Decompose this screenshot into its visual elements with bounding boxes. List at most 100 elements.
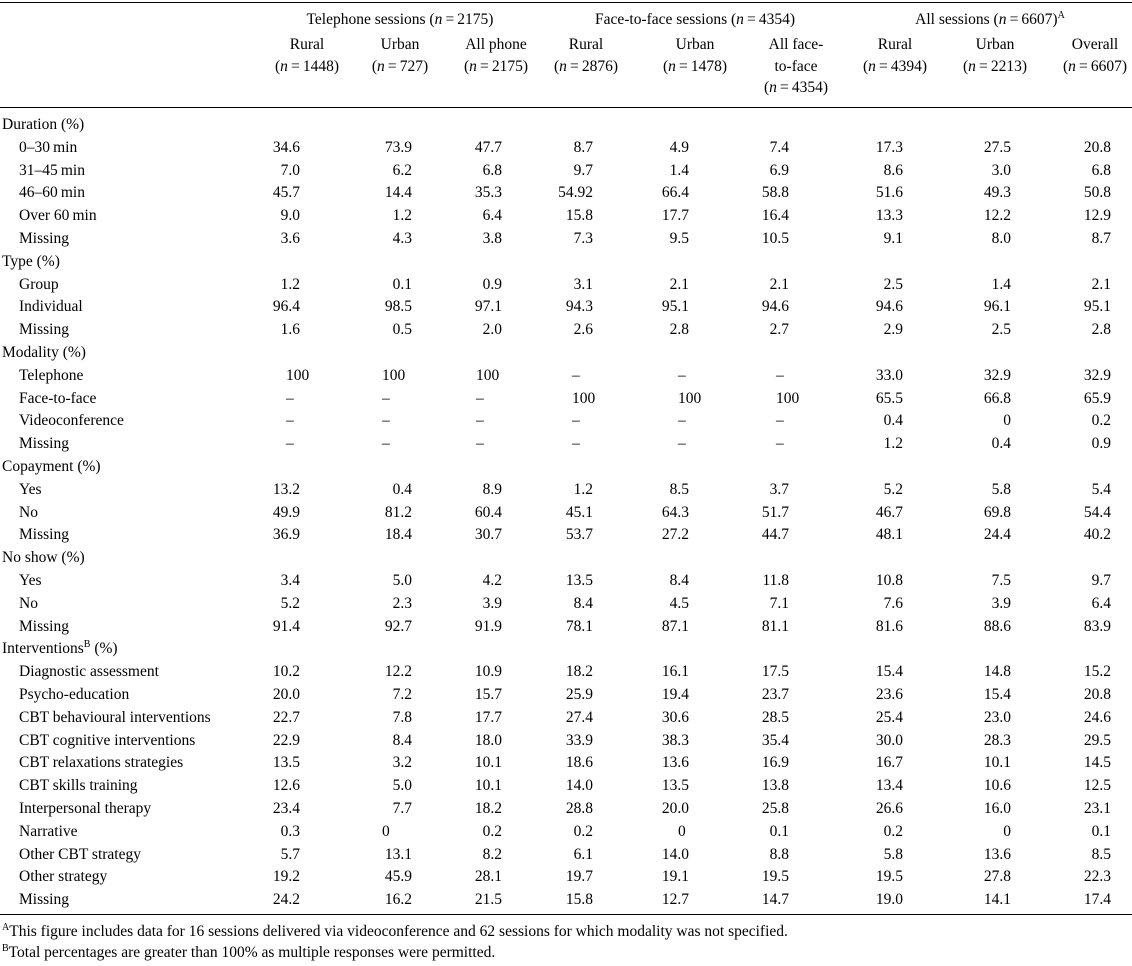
table-cell: 20.8	[1083, 138, 1111, 156]
table-cell: 1.6	[280, 321, 300, 339]
column-header-1: Urban (n = 727)	[371, 36, 429, 75]
table-cell: 28.8	[565, 799, 593, 817]
table-cell: 65.5	[875, 389, 903, 407]
column-header-5: All face-to-face (n = 4354)	[763, 36, 829, 96]
table-cell: 6.8	[482, 161, 502, 179]
table-cell: 23.0	[983, 708, 1011, 726]
table-row: Other strategy 19.2 45.9 28.1 19.7 19.1 19.5 19…	[0, 866, 1132, 889]
table-cell: 4.3	[392, 229, 412, 247]
table-cell: 13.5	[272, 754, 300, 772]
table-cell: 100	[286, 366, 310, 384]
table-cell: 14.5	[1083, 754, 1111, 772]
table-cell: 28.3	[983, 731, 1011, 749]
table-cell: 19.7	[565, 868, 593, 886]
column-header-2: All phone (n = 2175)	[463, 36, 529, 75]
table-row: Group 1.2 0.1 0.9 3.1 2.1 2.1 2.5 1.4 2.1	[0, 274, 1132, 297]
table-row: 0–30 min 34.6 73.9 47.7 8.7 4.9 7.4 17.3 27.5 20.…	[0, 137, 1132, 160]
table-row: Diagnostic assessment 10.2 12.2 10.9 18.2 16.…	[0, 661, 1132, 684]
table-cell: 15.7	[474, 685, 502, 703]
table-cell: 40.2	[1083, 526, 1111, 544]
column-header-3: Rural (n = 2876)	[553, 36, 619, 75]
section-row: InterventionsB (%)	[0, 638, 1132, 661]
table-cell: 0.4	[991, 435, 1011, 453]
table-cell: 25.8	[761, 799, 789, 817]
table-cell: 0	[382, 822, 390, 840]
section-row: Type (%)	[0, 251, 1132, 274]
table-cell: 94.3	[565, 298, 593, 316]
table-row: Psycho-education 20.0 7.2 15.7 25.9 19.4 23.7 2…	[0, 684, 1132, 707]
table-cell: –	[382, 435, 390, 453]
row-label: Yes	[19, 480, 42, 498]
table-cell: 12.7	[661, 891, 689, 909]
table-row: 31–45 min 7.0 6.2 6.8 9.7 1.4 6.9 8.6 3.0 6.8	[0, 160, 1132, 183]
table-row: CBT skills training 12.6 5.0 10.1 14.0 13.5 13…	[0, 775, 1132, 798]
table-row: Over 60 min 9.0 1.2 6.4 15.8 17.7 16.4 13.3 12.2…	[0, 205, 1132, 228]
table-cell: 12.2	[983, 207, 1011, 225]
table-cell: 8.5	[669, 480, 689, 498]
table-cell: 7.1	[769, 594, 789, 612]
row-label: Group	[19, 275, 59, 293]
table-cell: 27.2	[661, 526, 689, 544]
table-cell: 8.4	[573, 594, 593, 612]
table-cell: 3.9	[482, 594, 502, 612]
table-cell: 13.5	[661, 777, 689, 795]
table-cell: 10.6	[983, 777, 1011, 795]
table-cell: 8.8	[769, 845, 789, 863]
table-cell: 95.1	[661, 298, 689, 316]
bottom-rule	[0, 914, 1132, 915]
table-cell: 23.1	[1083, 799, 1111, 817]
table-cell: 24.4	[983, 526, 1011, 544]
table-cell: 19.5	[875, 868, 903, 886]
table-cell: 0.1	[769, 822, 789, 840]
table-row: Missing 3.6 4.3 3.8 7.3 9.5 10.5 9.1 8.0 8.7	[0, 228, 1132, 251]
table-cell: –	[776, 366, 784, 384]
table-cell: 8.0	[991, 229, 1011, 247]
table-cell: 15.4	[983, 685, 1011, 703]
table-cell: 0	[678, 822, 686, 840]
table-cell: 27.5	[983, 138, 1011, 156]
table-cell: 17.5	[761, 663, 789, 681]
table-cell: 9.0	[280, 207, 300, 225]
table-cell: 19.5	[761, 868, 789, 886]
table-cell: 14.8	[983, 663, 1011, 681]
section-label: No show (%)	[2, 549, 85, 567]
table-cell: 2.8	[669, 321, 689, 339]
table-cell: 88.6	[983, 617, 1011, 635]
table-cell: 7.0	[280, 161, 300, 179]
table-cell: 54.92	[558, 184, 593, 202]
row-label: Other CBT strategy	[19, 845, 141, 863]
header-rule	[0, 107, 1132, 108]
table-cell: 45.7	[272, 184, 300, 202]
table-cell: 24.2	[272, 891, 300, 909]
table-cell: –	[678, 366, 686, 384]
table-row: Other CBT strategy 5.7 13.1 8.2 6.1 14.0 8.8 5.…	[0, 844, 1132, 867]
table-row: Yes 3.4 5.0 4.2 13.5 8.4 11.8 10.8 7.5 9.7	[0, 570, 1132, 593]
table-cell: 13.1	[384, 845, 412, 863]
table-cell: 0.4	[883, 412, 903, 430]
table-cell: 66.8	[983, 389, 1011, 407]
footnote-a-text: This figure includes data for 16 session…	[9, 923, 788, 940]
table-cell: 8.4	[392, 731, 412, 749]
footnote-b: BTotal percentages are greater than 100%…	[2, 943, 495, 963]
table-cell: 0.3	[280, 822, 300, 840]
table-cell: 19.1	[661, 868, 689, 886]
row-label: 0–30 min	[19, 138, 78, 156]
column-header-0: Rural (n = 1448)	[274, 36, 340, 75]
table-row: No 5.2 2.3 3.9 8.4 4.5 7.1 7.6 3.9 6.4	[0, 593, 1132, 616]
table-cell: 16.2	[384, 891, 412, 909]
row-label: Missing	[19, 435, 69, 453]
table-cell: 10.8	[875, 571, 903, 589]
row-label: Missing	[19, 617, 69, 635]
table-cell: 10.2	[272, 663, 300, 681]
table-cell: 0	[1003, 412, 1011, 430]
table-cell: 38.3	[661, 731, 689, 749]
table-cell: 8.7	[1091, 229, 1111, 247]
table-cell: 11.8	[762, 571, 789, 589]
table-cell: 27.8	[983, 868, 1011, 886]
row-label: Missing	[19, 321, 69, 339]
table-cell: 5.0	[392, 571, 412, 589]
table-row: Yes 13.2 0.4 8.9 1.2 8.5 3.7 5.2 5.8 5.4	[0, 479, 1132, 502]
table-cell: 54.4	[1083, 503, 1111, 521]
table-cell: 3.7	[769, 480, 789, 498]
table-row: CBT cognitive interventions 22.9 8.4 18.0 33…	[0, 730, 1132, 753]
